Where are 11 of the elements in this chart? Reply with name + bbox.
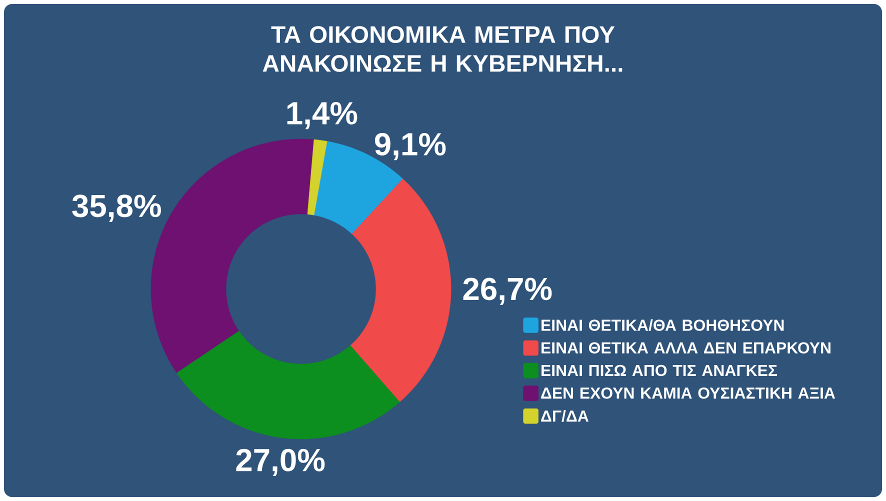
data-label: 26,7% (463, 278, 552, 305)
data-label: 27,0% (236, 448, 325, 476)
chart-title: ΤΑ ΟΙΚΟΝΟΜΙΚΑ ΜΕΤΡΑ ΠΟΥ ΑΝΑΚΟΙΝΩΣΕ Η ΚΥΒΕΡΝΗΣΗ... (262, 26, 622, 72)
legend-label: ΔΕΝ ΕΧΟΥΝ ΚΑΜΙΑ ΟΥΣΙΑΣΤΙΚΗ ΑΞΙΑ (541, 387, 836, 399)
legend-label: ΕΙΝΑΙ ΘΕΤΙΚΑ/ΘΑ ΒΟΗΘΗΣΟΥΝ (542, 319, 784, 332)
legend-label: ΕΙΝΑΙ ΠΙΣΩ ΑΠΟ ΤΙΣ ΑΝΑΓΚΕΣ (542, 364, 778, 376)
data-label: 9,1% (374, 132, 446, 160)
legend-label: ΕΙΝΑΙ ΘΕΤΙΚΑ ΑΛΛΑ ΔΕΝ ΕΠΑΡΚΟΥΝ (542, 342, 830, 354)
data-label: 35,8% (72, 194, 161, 222)
data-label: 1,4% (287, 102, 358, 130)
legend-label: ΔΓ/ΔΑ (541, 410, 589, 422)
